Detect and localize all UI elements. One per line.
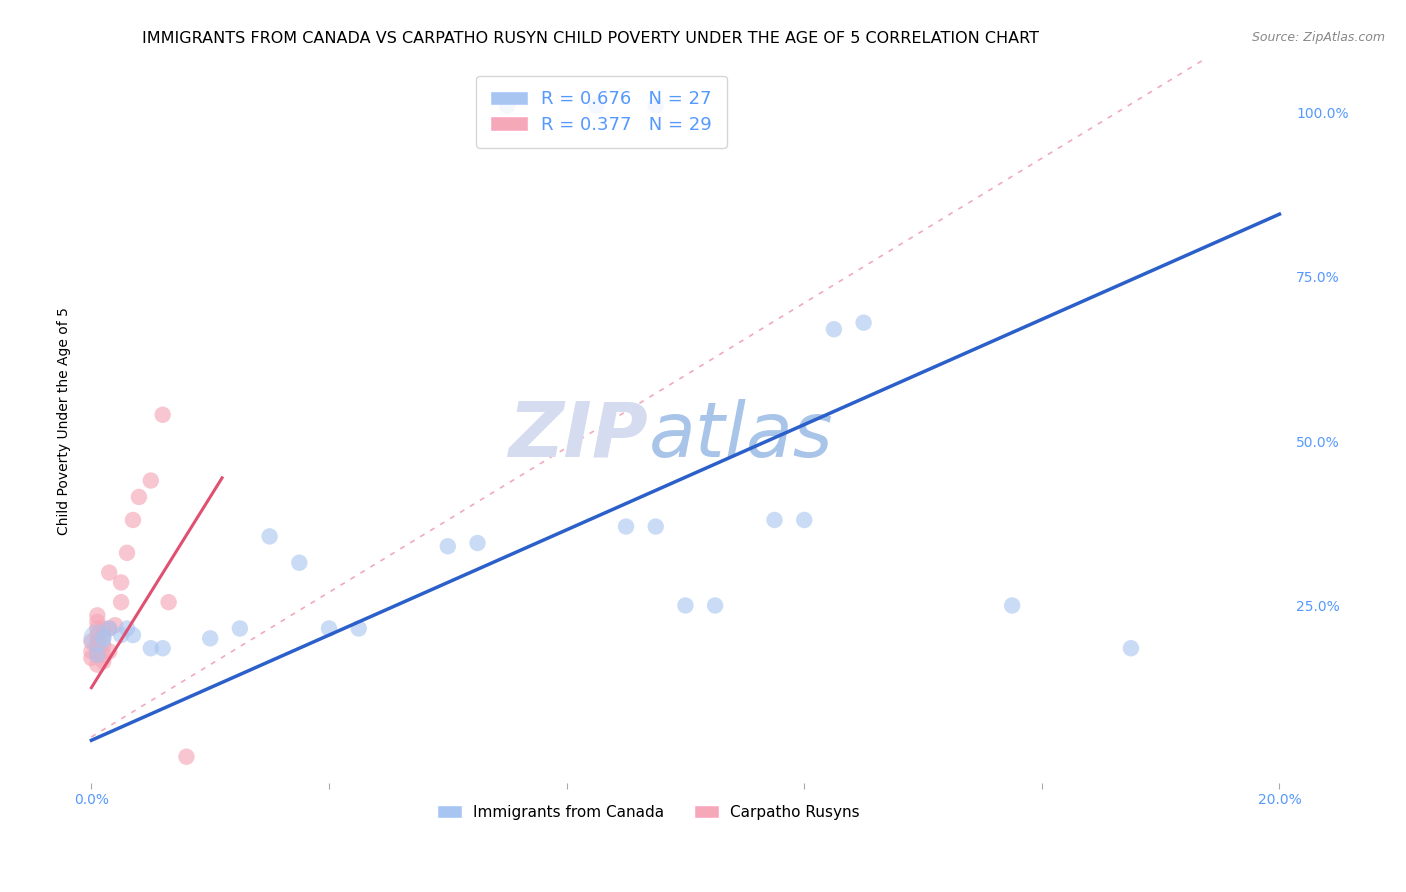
Point [91,632,114,646]
Point [437,539,460,553]
Point [139,474,162,488]
Point [347,622,370,636]
Point [229,622,252,636]
Point [288,556,311,570]
Point [152,408,174,422]
Point [98,566,121,580]
Point [98,622,121,636]
Point [91,654,114,668]
Point [1119,641,1142,656]
Point [98,622,121,636]
Point [1001,599,1024,613]
Point [585,98,607,112]
Point [91,648,114,662]
Point [110,595,132,609]
Point [823,322,845,336]
Point [763,513,786,527]
Point [86,615,108,629]
Point [139,641,162,656]
Point [496,98,519,112]
Text: Source: ZipAtlas.com: Source: ZipAtlas.com [1251,31,1385,45]
Point [152,641,174,656]
Point [122,513,145,527]
Point [644,98,666,112]
Point [157,595,180,609]
Point [467,536,489,550]
Legend: Immigrants from Canada, Carpatho Rusyns: Immigrants from Canada, Carpatho Rusyns [432,799,866,826]
Point [852,316,875,330]
Point [793,513,815,527]
Point [200,632,222,646]
Point [91,628,114,642]
Point [86,632,108,646]
Point [110,628,132,642]
Point [98,644,121,658]
Point [86,608,108,623]
Point [259,529,281,543]
Point [110,575,132,590]
Point [80,651,103,665]
Point [86,657,108,672]
Point [104,618,127,632]
Point [115,546,138,560]
Point [704,599,727,613]
Point [86,641,108,656]
Text: IMMIGRANTS FROM CANADA VS CARPATHO RUSYN CHILD POVERTY UNDER THE AGE OF 5 CORREL: IMMIGRANTS FROM CANADA VS CARPATHO RUSYN… [142,31,1039,46]
Point [91,638,114,652]
Text: atlas: atlas [650,399,834,473]
Point [86,628,108,642]
Point [86,622,108,636]
Point [91,622,114,636]
Point [673,599,696,613]
Point [318,622,340,636]
Text: ZIP: ZIP [509,399,650,473]
Point [122,628,145,642]
Point [644,519,666,533]
Point [614,519,637,533]
Point [80,644,103,658]
Point [86,634,108,648]
Point [115,622,138,636]
Point [176,749,198,764]
Y-axis label: Child Poverty Under the Age of 5: Child Poverty Under the Age of 5 [58,308,72,535]
Point [128,490,150,504]
Point [86,648,108,662]
Point [80,634,103,648]
Point [86,648,108,662]
